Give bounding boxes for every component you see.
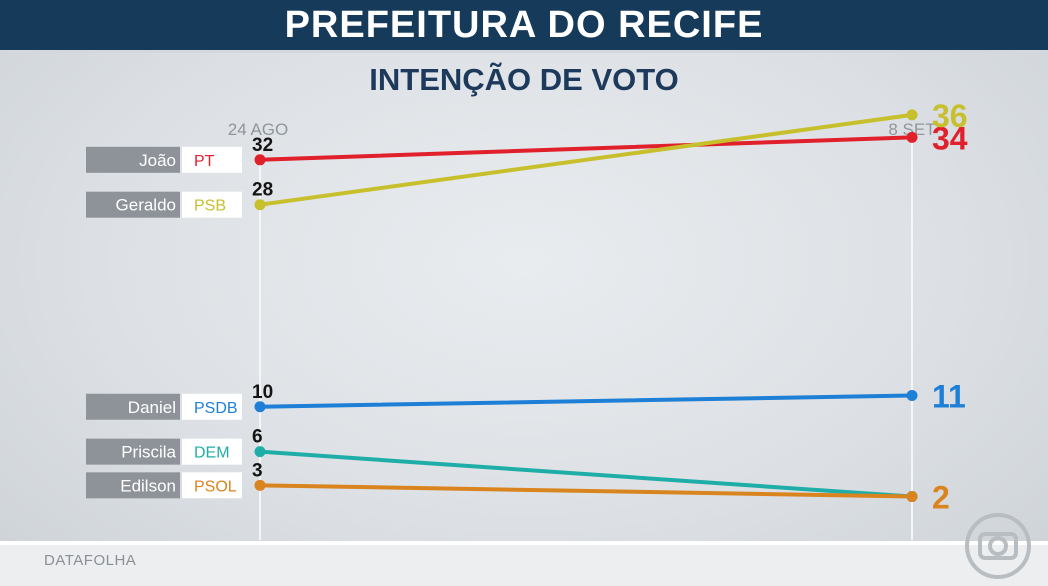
candidate-name-label: Geraldo <box>116 196 176 215</box>
party-label: PSDB <box>194 400 238 417</box>
broadcaster-logo-icon <box>965 513 1031 579</box>
data-point-start <box>254 479 266 491</box>
data-point-end <box>906 390 918 402</box>
data-point-end <box>906 491 918 503</box>
start-value-label: 32 <box>252 135 273 156</box>
candidate-name-label: Priscila <box>121 443 176 462</box>
data-point-start <box>254 446 266 458</box>
party-label: PSB <box>194 198 226 215</box>
series-line <box>258 135 914 162</box>
party-label: PSOL <box>194 478 237 495</box>
source-label: DATAFOLHA <box>44 552 137 569</box>
chart-subtitle: INTENÇÃO DE VOTO <box>369 62 679 97</box>
header-bar: PREFEITURA DO RECIFE <box>0 0 1048 53</box>
end-value-label: 11 <box>932 379 966 415</box>
party-box <box>182 146 242 173</box>
data-point-start <box>254 401 266 413</box>
page-title: PREFEITURA DO RECIFE <box>284 3 764 46</box>
series-line <box>258 449 914 499</box>
candidate-name-label: João <box>139 151 176 170</box>
party-label: PT <box>194 153 215 170</box>
party-label: DEM <box>194 445 230 462</box>
party-box <box>182 393 242 420</box>
candidate-name-box <box>86 191 180 218</box>
data-point-start <box>254 154 266 166</box>
end-value-label: 2 <box>932 480 950 516</box>
candidate-name-box <box>86 146 180 173</box>
start-value-label: 6 <box>252 427 263 448</box>
candidate-name-box <box>86 438 180 465</box>
start-value-label: 28 <box>252 180 273 201</box>
party-box <box>182 191 242 218</box>
series-line <box>258 393 914 409</box>
series-line <box>258 483 914 499</box>
footer-band <box>0 541 1048 586</box>
candidate-name-label: Daniel <box>128 398 176 417</box>
data-point-end <box>906 131 918 143</box>
data-point-start <box>254 199 266 211</box>
end-value-label: 36 <box>932 98 968 134</box>
party-box <box>182 438 242 465</box>
data-point-end <box>906 109 918 121</box>
x-tick-label-start: 24 AGO <box>228 120 288 139</box>
end-value-label: 34 <box>932 120 968 156</box>
candidate-name-box <box>86 393 180 420</box>
series-line <box>258 112 914 207</box>
x-tick-label-end: 8 SET <box>888 120 935 139</box>
start-value-label: 3 <box>252 460 263 481</box>
party-box <box>182 472 242 499</box>
candidate-name-label: Edilson <box>120 476 176 495</box>
candidate-name-box <box>86 472 180 499</box>
start-value-label: 10 <box>252 382 273 403</box>
